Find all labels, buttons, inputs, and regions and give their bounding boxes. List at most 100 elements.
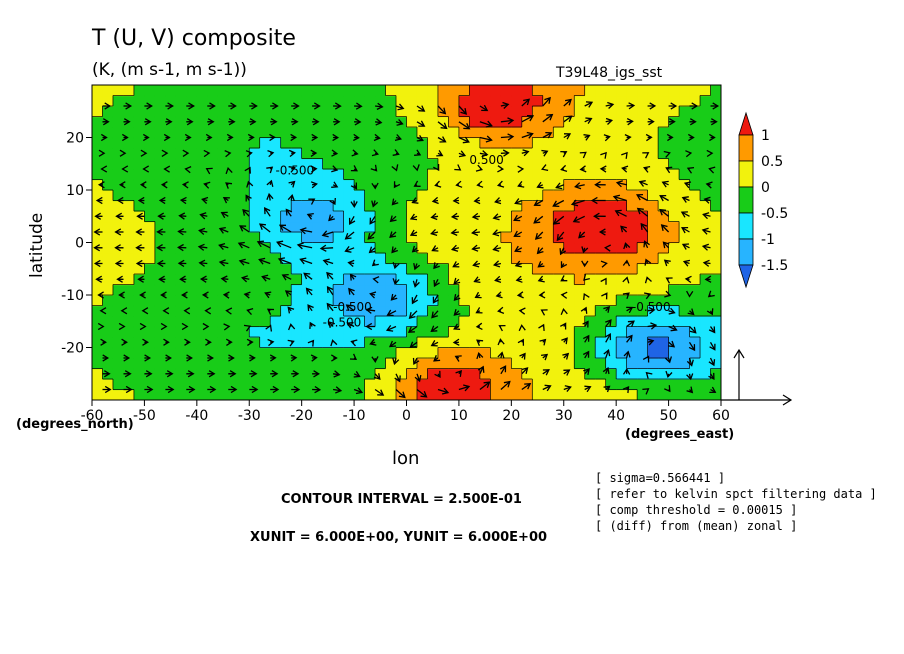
field-cell (710, 242, 721, 254)
wind-vector (144, 102, 153, 110)
field-cell (228, 179, 240, 191)
field-cell (406, 358, 418, 370)
wind-vector (285, 208, 293, 217)
field-cell (123, 379, 135, 391)
wind-vector (479, 381, 491, 391)
field-cell (354, 85, 366, 97)
field-cell (343, 379, 355, 391)
field-cell (322, 137, 334, 149)
field-cell (280, 148, 292, 160)
wind-vector (392, 262, 400, 270)
wind-vector (479, 135, 493, 143)
field-cell (375, 158, 387, 170)
field-cell (238, 389, 250, 400)
field-cell (238, 368, 250, 380)
wind-vector (500, 380, 511, 390)
wind-vector (291, 385, 301, 394)
field-cell (574, 347, 586, 359)
field-cell (133, 200, 146, 212)
field-cell (448, 95, 460, 107)
field-cell (112, 158, 125, 170)
field-cell (259, 190, 271, 202)
field-cell (312, 85, 324, 97)
wind-vector (687, 133, 695, 142)
wind-vector (311, 133, 319, 142)
wind-vector (473, 276, 481, 284)
field-cell (448, 284, 460, 296)
wind-vector (198, 227, 208, 235)
field-cell (196, 379, 208, 391)
field-cell (154, 190, 166, 202)
field-cell (532, 389, 544, 400)
wind-vector (578, 231, 586, 239)
field-cell (270, 137, 282, 149)
field-cell (647, 221, 659, 233)
field-cell (406, 169, 418, 181)
wind-vector (433, 262, 440, 270)
wind-vector (291, 118, 299, 126)
wind-vector (559, 247, 567, 256)
field-cell (154, 305, 166, 317)
field-cell (322, 305, 334, 317)
wind-vector (247, 133, 255, 142)
field-cell (354, 337, 366, 349)
field-cell (249, 95, 261, 107)
field-cell (217, 253, 229, 265)
field-cell (532, 263, 544, 275)
field-cell (312, 137, 324, 149)
field-cell (375, 284, 387, 296)
field-cell (584, 263, 596, 275)
field-cell (490, 137, 502, 149)
field-cell (647, 295, 659, 307)
field-cell (354, 211, 366, 223)
wind-vector (689, 326, 697, 334)
field-cell (112, 232, 125, 244)
wind-vector (688, 341, 696, 352)
field-cell (270, 211, 282, 223)
field-cell (165, 253, 177, 265)
field-cell (312, 274, 324, 286)
field-cell (679, 106, 691, 118)
wind-vector (220, 275, 229, 283)
field-cell (427, 200, 439, 212)
field-cell (133, 389, 146, 400)
field-cell (710, 295, 721, 307)
field-cell (375, 242, 387, 254)
field-cell (406, 190, 418, 202)
contour-label: 0.500 (469, 153, 503, 167)
wind-vector (709, 341, 716, 351)
wind-vector (392, 278, 400, 286)
wind-vector (307, 304, 314, 312)
wind-vector (353, 133, 360, 142)
field-cell (301, 169, 313, 181)
field-cell (658, 389, 670, 400)
wind-vector (574, 182, 585, 190)
field-cell (322, 221, 334, 233)
wind-vector (517, 181, 525, 188)
field-cell (469, 106, 481, 118)
wind-vector (270, 385, 280, 394)
field-cell (406, 232, 418, 244)
field-cell (626, 253, 638, 265)
field-cell (700, 127, 712, 139)
field-cell (595, 232, 607, 244)
field-cell (679, 232, 691, 244)
field-cell (563, 368, 575, 380)
field-cell (165, 347, 177, 359)
field-cell (584, 253, 596, 265)
field-cell (532, 179, 544, 191)
wind-vector (536, 181, 544, 189)
wind-vector (517, 338, 525, 346)
field-cell (217, 337, 229, 349)
field-cell (595, 106, 607, 118)
field-cell (196, 358, 208, 370)
field-cell (354, 368, 366, 380)
field-cell (375, 127, 387, 139)
field-cell (469, 190, 481, 202)
field-cell (301, 295, 313, 307)
field-cell (312, 148, 324, 160)
field-cell (375, 190, 387, 202)
field-cell (689, 274, 701, 286)
field-cell (553, 263, 565, 275)
wind-vector (281, 273, 292, 281)
